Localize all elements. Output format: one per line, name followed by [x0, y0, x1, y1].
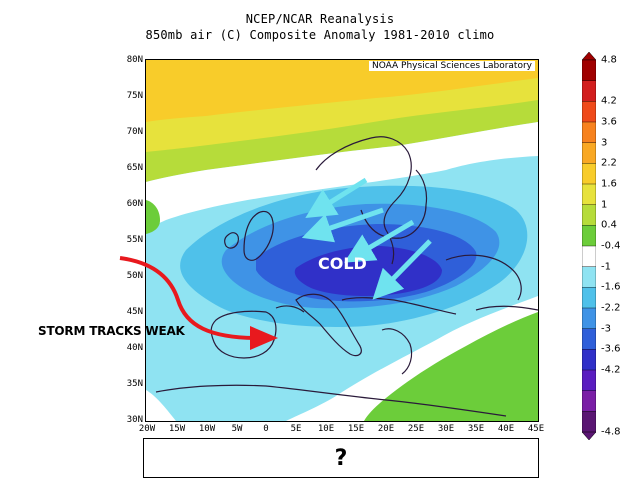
lon-label: 35E: [467, 424, 485, 434]
lat-label: 70N: [126, 127, 143, 137]
colorbar: [582, 52, 596, 440]
colorbar-swatch: [582, 163, 596, 185]
title-line-1: NCEP/NCAR Reanalysis: [245, 12, 395, 26]
colorbar-label: -0.4: [601, 240, 621, 252]
colorbar-top-arrow: [582, 52, 596, 61]
lat-label: 40N: [126, 343, 143, 353]
lon-label: 15W: [168, 424, 186, 434]
colorbar-swatch: [582, 390, 596, 413]
colorbar-bottom-arrow: [582, 431, 596, 440]
colorbar-label: -3: [601, 323, 611, 335]
colorbar-swatch: [582, 204, 596, 227]
credit-label: NOAA Physical Sciences Laboratory: [368, 61, 535, 71]
lat-label: 60N: [126, 199, 143, 209]
lon-label: 45E: [527, 424, 545, 434]
anomaly-field: [146, 60, 538, 421]
colorbar-label: -2.2: [601, 302, 621, 314]
colorbar-label: 4.8: [601, 54, 617, 66]
colorbar-swatch: [582, 307, 596, 330]
colorbar-swatch: [582, 369, 596, 392]
lon-label: 15E: [347, 424, 365, 434]
colorbar-swatch: [582, 121, 596, 144]
colorbar-label: 1.6: [601, 178, 617, 190]
lat-label: 35N: [126, 379, 143, 389]
title-line-2: 850mb air (C) Composite Anomaly 1981-201…: [145, 28, 495, 42]
lat-label: 30N: [126, 415, 143, 425]
colorbar-swatch: [582, 411, 596, 433]
lat-label: 45N: [126, 307, 143, 317]
colorbar-swatch: [582, 142, 596, 165]
storm-tracks-label: STORM TRACKS WEAK: [38, 324, 185, 338]
lon-label: 40E: [497, 424, 515, 434]
lat-label: 75N: [126, 91, 143, 101]
lon-label: 25E: [407, 424, 425, 434]
colorbar-label: -1: [601, 261, 611, 273]
colorbar-swatch: [582, 287, 596, 309]
colorbar-label: 2.2: [601, 157, 617, 169]
lon-label: 30E: [437, 424, 455, 434]
colorbar-label: 0.4: [601, 219, 617, 231]
colorbar-label: -3.6: [601, 343, 621, 355]
colorbar-label: 1: [601, 199, 608, 211]
anomaly-map: NOAA Physical Sciences Laboratory: [145, 59, 539, 422]
question-box: ?: [143, 438, 539, 478]
question-mark: ?: [334, 445, 348, 471]
colorbar-label: -4.2: [601, 364, 621, 376]
colorbar-label: -4.8: [601, 426, 621, 438]
colorbar-label: 3: [601, 137, 608, 149]
colorbar-swatch: [582, 245, 596, 268]
lon-label: 10W: [198, 424, 216, 434]
lon-label: 20E: [377, 424, 395, 434]
colorbar-swatch: [582, 225, 596, 247]
lon-label: 20W: [138, 424, 156, 434]
colorbar-label: 3.6: [601, 116, 617, 128]
colorbar-swatch: [582, 183, 596, 206]
colorbar-swatch: [582, 101, 596, 123]
lon-label: 5E: [290, 424, 302, 434]
lon-label: 5W: [231, 424, 243, 434]
colorbar-swatch: [582, 266, 596, 289]
colorbar-swatch: [582, 349, 596, 371]
lat-label: 80N: [126, 55, 143, 65]
lon-label: 0: [263, 424, 269, 434]
colorbar-swatch: [582, 59, 596, 82]
colorbar-swatch: [582, 80, 596, 103]
colorbar-label: -1.6: [601, 281, 621, 293]
lat-label: 50N: [126, 271, 143, 281]
colorbar-label: 4.2: [601, 95, 617, 107]
lat-label: 65N: [126, 163, 143, 173]
colorbar-swatch: [582, 328, 596, 351]
lat-label: 55N: [126, 235, 143, 245]
cold-label: COLD: [318, 254, 367, 273]
lon-label: 10E: [317, 424, 335, 434]
